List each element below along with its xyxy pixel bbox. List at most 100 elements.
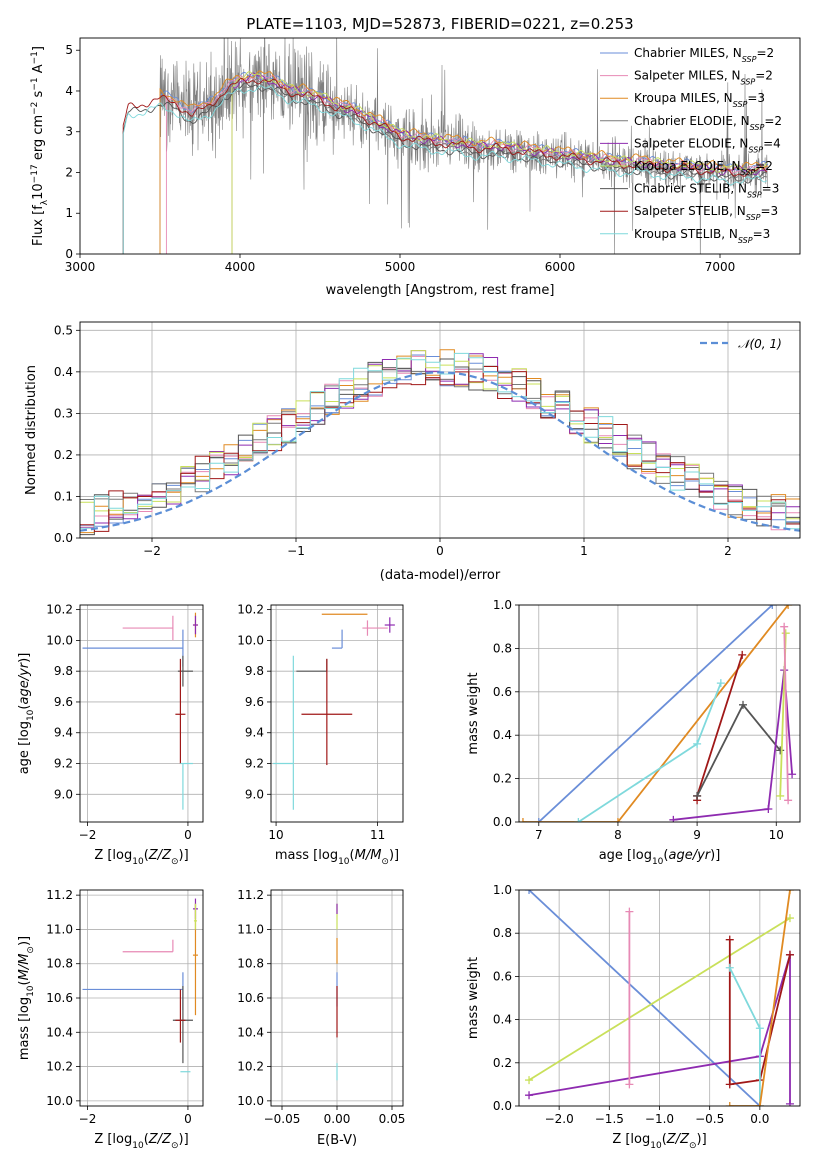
x-axis-label: mass [log10(M/M⊙)] [275, 848, 399, 867]
y-tick-label: 0.8 [493, 641, 512, 655]
model-kroupa_stelib [122, 85, 768, 254]
series-salpeter_miles [783, 626, 789, 801]
y-tick-label: 0.5 [54, 323, 73, 337]
y-tick-label: 9.2 [245, 757, 264, 771]
point-marker [780, 622, 789, 631]
point-marker [725, 935, 734, 944]
y-tick-label: 9.8 [245, 664, 264, 678]
point-marker [534, 818, 543, 822]
y-axis-label: age [log10(age/yr)] [17, 653, 36, 775]
x-axis-label: E(B-V) [317, 1133, 357, 1148]
y-axis-label: mass weight [466, 957, 481, 1039]
x-tick-label: −1.5 [595, 1112, 624, 1126]
plot-area-massweight_vs_Z [525, 890, 794, 1106]
x-axis-label: Z [log10(Z/Z⊙)] [94, 1132, 188, 1151]
x-tick-label: −0.5 [695, 1112, 724, 1126]
axes-frame [79, 37, 801, 255]
y-tick-label: 9.0 [245, 787, 264, 801]
legend-entry: Salpeter ELODIE, NSSP=4 [634, 136, 781, 154]
y-tick-label: 11.0 [237, 922, 264, 936]
panel-mass_vs_Z: −2 0 10.0 10.2 10.4 10.6 10.8 11.0 11.2 Z [log10(… [17, 888, 204, 1151]
legend-entry: Kroupa STELIB, NSSP=3 [634, 227, 770, 245]
point-marker [725, 1102, 734, 1106]
legend-entry: Salpeter STELIB, NSSP=3 [634, 204, 778, 222]
point-marker [693, 791, 702, 800]
y-tick-label: 9.6 [54, 695, 73, 709]
x-tick-label: 4000 [225, 260, 256, 274]
x-tick-label: −2 [143, 544, 161, 558]
axes-frame [79, 604, 204, 823]
point-marker [788, 770, 797, 779]
x-tick-label: 7 [535, 828, 543, 842]
series-chabrier_stelib [696, 703, 781, 797]
point-marker [669, 815, 678, 822]
x-tick-label: 0 [184, 828, 192, 842]
series-salpeter_elodie [673, 669, 793, 821]
point-marker [613, 818, 622, 822]
legend-entry: Kroupa ELODIE, NSSP=2 [634, 159, 773, 177]
x-axis-label: Z [log10(Z/Z⊙)] [94, 848, 188, 867]
x-tick-label: −0.05 [264, 1112, 301, 1126]
hist-salpeter_stelib [80, 366, 800, 532]
x-tick-label: 7000 [705, 260, 736, 274]
point-marker [776, 746, 785, 755]
point-marker [574, 818, 583, 822]
y-axis-label: Flux [fλ10−17 erg cm−2 s−1 A−1] [30, 46, 50, 246]
y-tick-label: 2 [65, 165, 73, 179]
plot-area-mass_vs_Z [82, 898, 198, 1073]
point-marker [739, 700, 748, 709]
legend-entry: Chabrier ELODIE, NSSP=2 [634, 114, 782, 132]
y-tick-label: 10.2 [237, 603, 264, 617]
model-salpeter_elodie [231, 72, 768, 254]
series-kroupa_elodie [528, 917, 791, 1081]
y-tick-label: 0.0 [493, 815, 512, 829]
y-tick-label: 0.0 [493, 1099, 512, 1113]
model-kroupa_elodie [231, 71, 768, 254]
y-tick-label: 1 [65, 206, 73, 220]
x-tick-label: −1 [287, 544, 305, 558]
y-tick-label: 0.6 [493, 685, 512, 699]
y-tick-label: 10.2 [46, 603, 73, 617]
y-tick-label: 1.0 [493, 883, 512, 897]
point-marker [525, 890, 534, 894]
point-marker [738, 650, 747, 659]
y-tick-label: 0.4 [493, 728, 512, 742]
y-tick-label: 1.0 [493, 598, 512, 612]
model-salpeter_miles [165, 74, 769, 254]
series-kroupa_stelib [728, 967, 761, 1106]
axes-frame [79, 321, 801, 539]
y-tick-label: 0.0 [54, 531, 73, 545]
panel-spectrum: 3000 4000 5000 6000 7000 0 1 2 3 4 5 wavelength [An… [30, 37, 801, 298]
point-marker [776, 791, 785, 800]
x-tick-label: −2.0 [545, 1112, 574, 1126]
x-tick-label: 0.00 [324, 1112, 351, 1126]
series-kroupa_miles [523, 605, 789, 822]
y-axis-label: Normed distribution [24, 365, 39, 495]
x-tick-label: 11 [370, 828, 385, 842]
point-marker [785, 890, 794, 894]
x-axis-label: Z [log10(Z/Z⊙)] [612, 1132, 706, 1151]
series-kroupa_stelib [577, 682, 722, 822]
y-tick-label: 10.0 [237, 1094, 264, 1108]
y-tick-label: 10.8 [46, 957, 73, 971]
y-tick-label: 3 [65, 125, 73, 139]
axes-frame [518, 604, 801, 823]
y-tick-label: 0.8 [493, 926, 512, 940]
y-tick-label: 11.2 [46, 888, 73, 902]
y-tick-label: 11.0 [46, 922, 73, 936]
y-tick-label: 10.0 [237, 633, 264, 647]
x-tick-label: 0.05 [379, 1112, 406, 1126]
x-tick-label: 10 [268, 828, 283, 842]
y-tick-label: 10.2 [46, 1060, 73, 1074]
x-tick-label: 10 [769, 828, 784, 842]
x-tick-label: −2 [79, 828, 97, 842]
y-tick-label: 0.3 [54, 406, 73, 420]
y-tick-label: 0.4 [54, 365, 73, 379]
y-tick-label: 9.4 [245, 726, 264, 740]
series-chabrier_miles [528, 890, 761, 1106]
axes-frame [270, 604, 404, 823]
hist-kroupa_stelib [80, 352, 800, 530]
x-tick-label: 5000 [385, 260, 416, 274]
y-tick-label: 11.2 [237, 888, 264, 902]
x-tick-label: 0.0 [750, 1112, 769, 1126]
